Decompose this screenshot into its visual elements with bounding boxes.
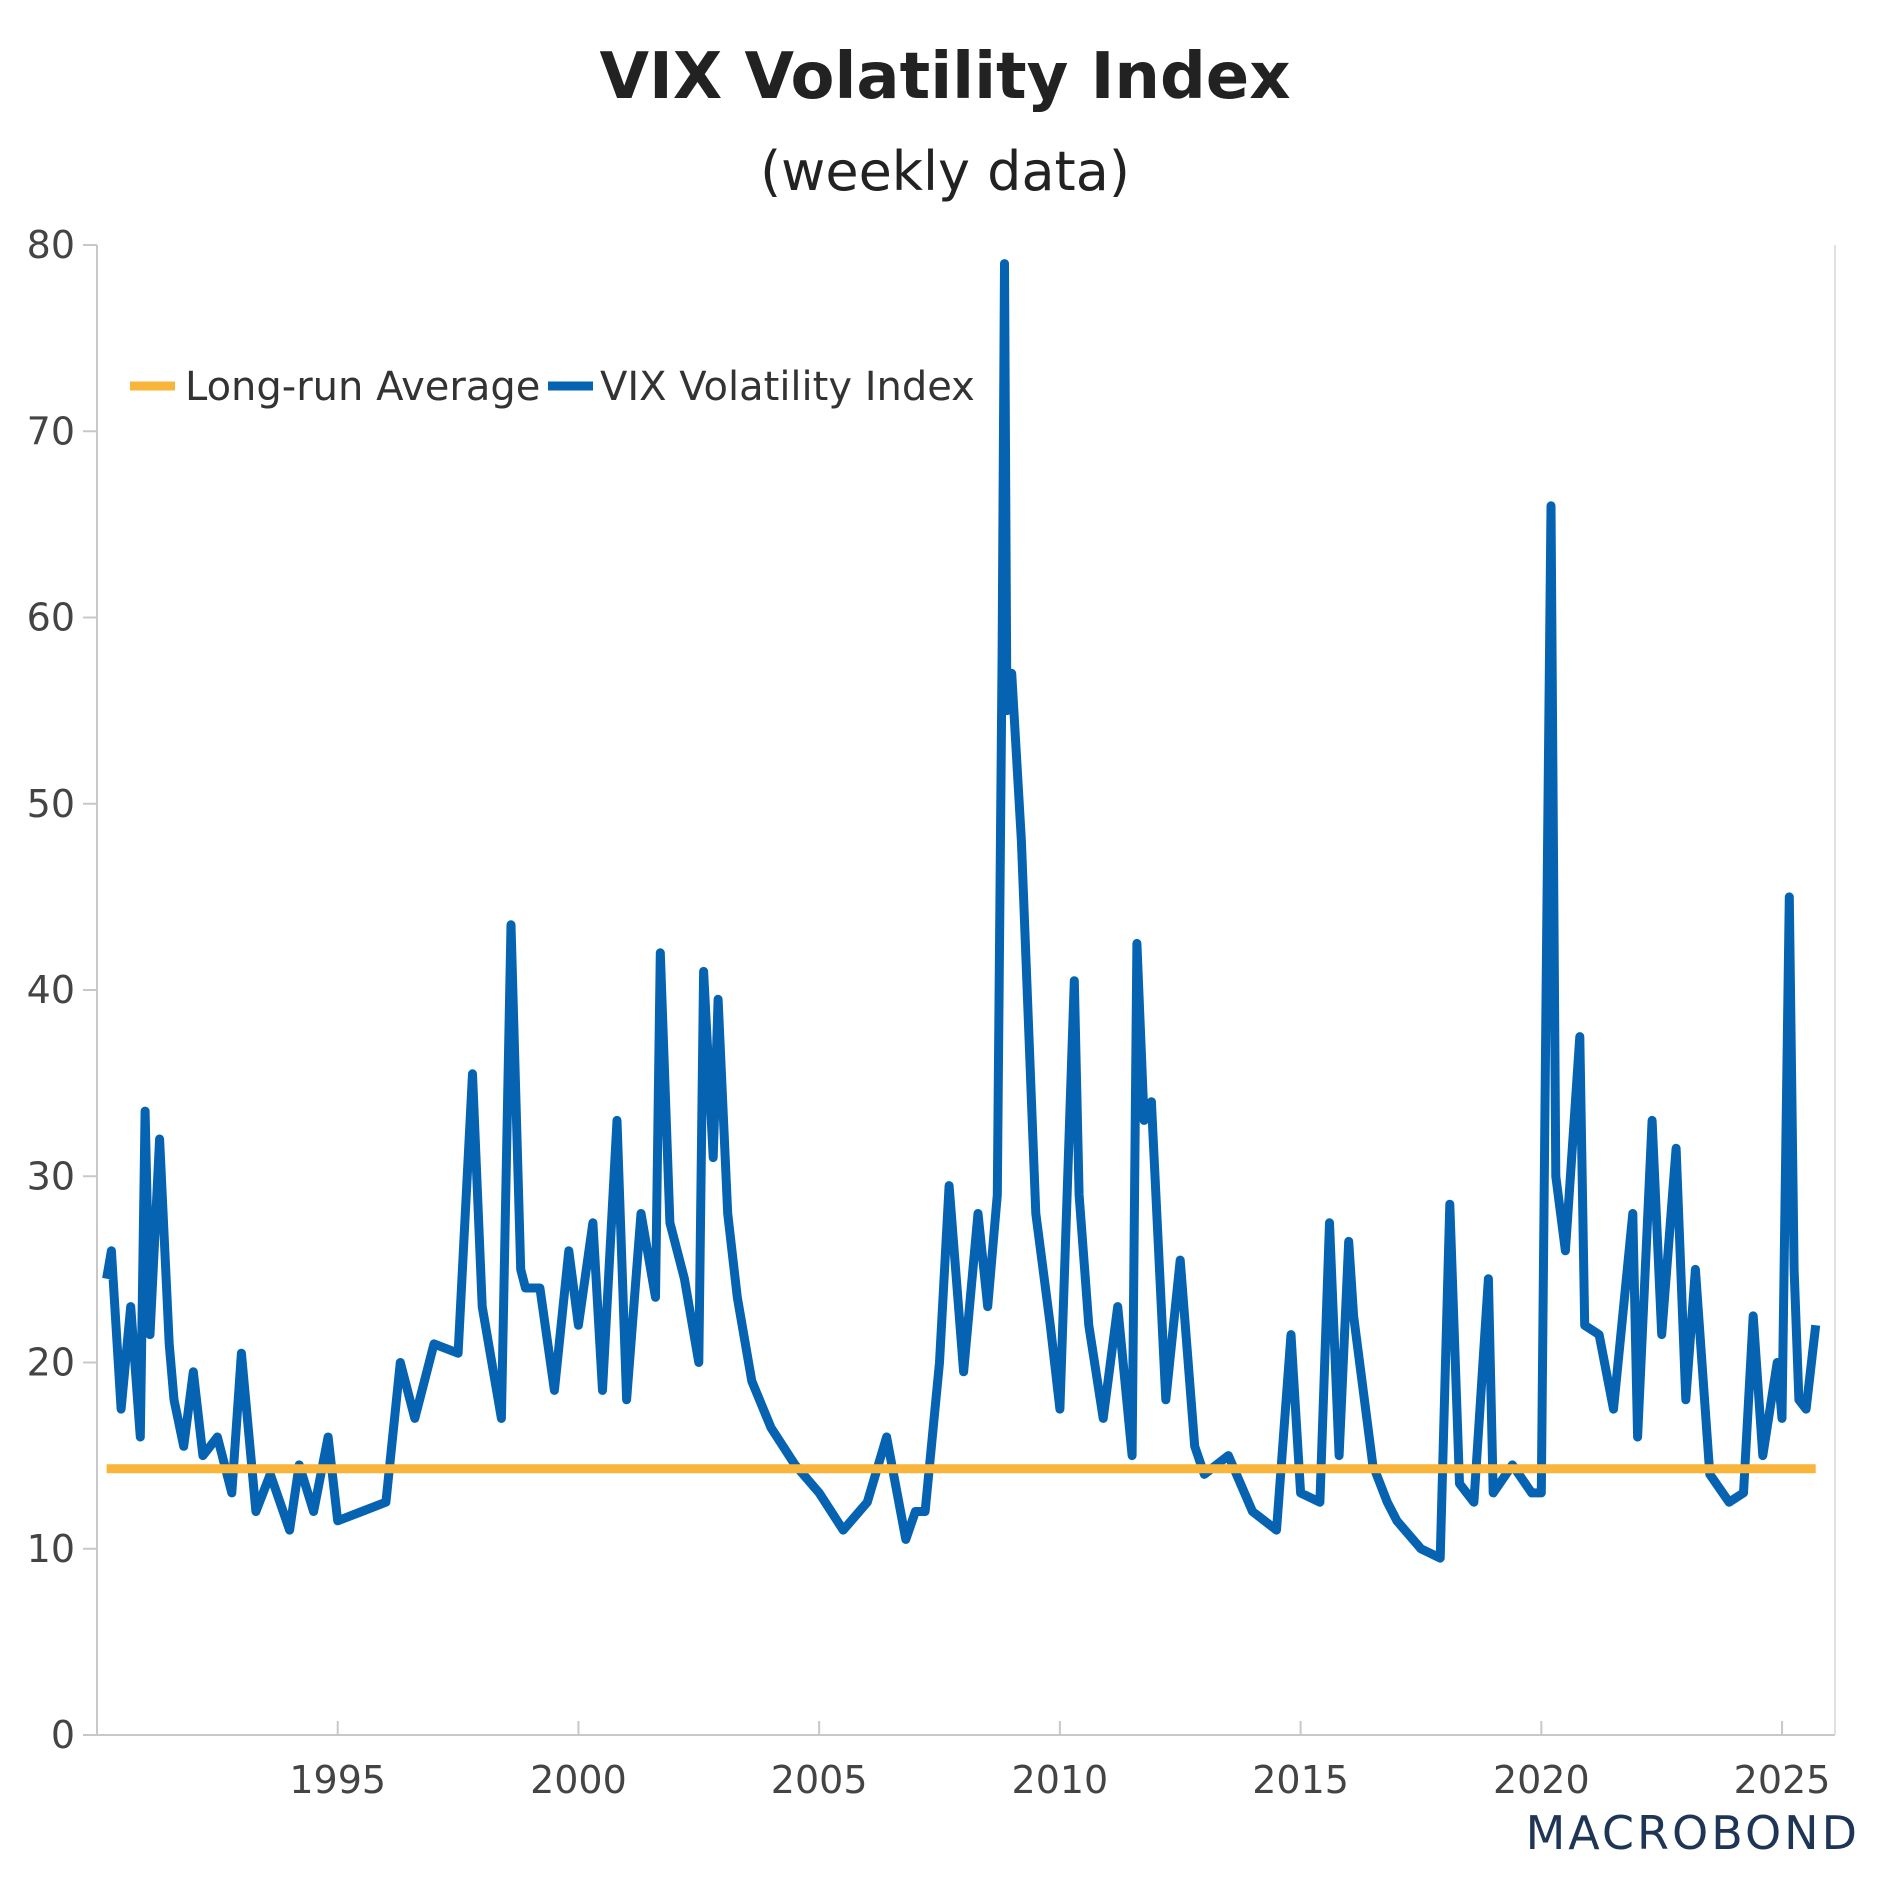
- y-ticks: 0 10 20 30 40 50 60 70 80: [27, 223, 97, 1757]
- x-tick-label: 2020: [1493, 1758, 1590, 1802]
- chart-subtitle: (weekly data): [760, 140, 1130, 203]
- y-tick-label: 0: [51, 1713, 75, 1757]
- macrobond-logo: MACROBOND: [1525, 1806, 1860, 1860]
- y-tick-label: 60: [27, 596, 75, 640]
- x-tick-label: 2025: [1734, 1758, 1831, 1802]
- x-tick-label: 2005: [771, 1758, 868, 1802]
- y-tick-label: 10: [27, 1527, 75, 1571]
- vix-series-line: [102, 259, 1821, 1563]
- legend-label-vix: VIX Volatility Index: [600, 364, 975, 410]
- x-tick-label: 2010: [1012, 1758, 1109, 1802]
- x-ticks: 1995 2000 2005 2010 2015 2020 2025: [289, 1721, 1830, 1802]
- y-tick-label: 40: [27, 968, 75, 1012]
- series-layer: [102, 259, 1821, 1563]
- y-tick-label: 50: [27, 782, 75, 826]
- x-tick-label: 2000: [530, 1758, 627, 1802]
- legend: Long-run Average VIX Volatility Index: [130, 364, 975, 410]
- y-tick-label: 70: [27, 409, 75, 453]
- y-tick-label: 30: [27, 1154, 75, 1198]
- chart-title: VIX Volatility Index: [599, 40, 1291, 114]
- y-tick-label: 20: [27, 1341, 75, 1385]
- x-tick-label: 1995: [289, 1758, 386, 1802]
- legend-label-long-run-average: Long-run Average: [185, 364, 540, 410]
- x-tick-label: 2015: [1252, 1758, 1349, 1802]
- y-tick-label: 80: [27, 223, 75, 267]
